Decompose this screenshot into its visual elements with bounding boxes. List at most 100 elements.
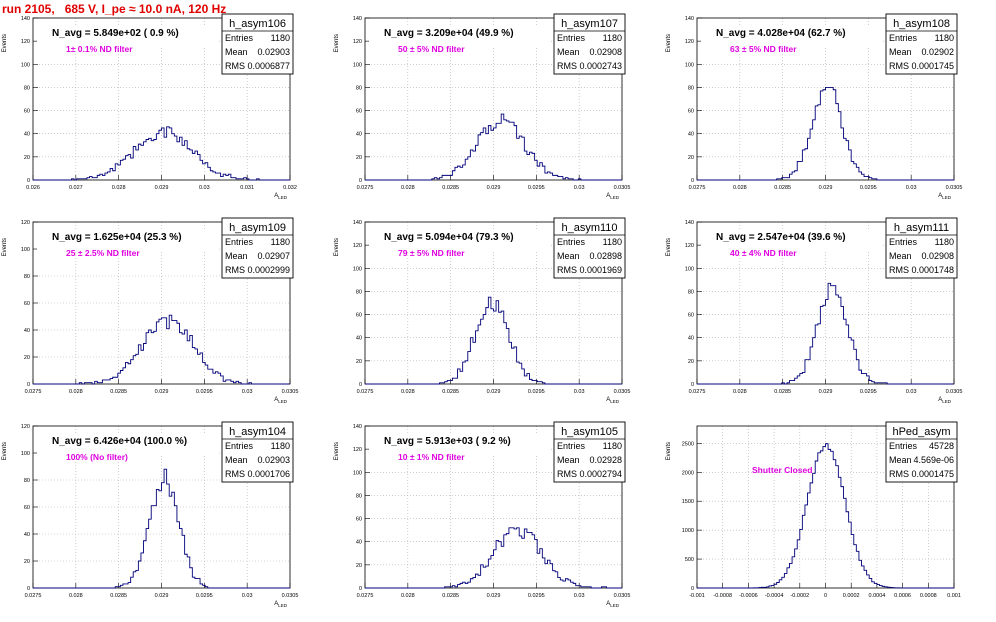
x-tick-label: 0.0275 bbox=[357, 593, 374, 599]
y-tick-label: 20 bbox=[356, 359, 362, 365]
y-tick-label: 20 bbox=[356, 563, 362, 569]
x-tick-label: 0.028 bbox=[69, 593, 83, 599]
y-tick-label: 40 bbox=[356, 132, 362, 138]
x-tick-label: -0.0006 bbox=[739, 593, 758, 599]
stats-value: 0.02928 bbox=[589, 455, 622, 465]
y-tick-label: 60 bbox=[24, 301, 30, 307]
y-tick-label: 60 bbox=[356, 517, 362, 523]
stats-title: hPed_asym bbox=[892, 426, 950, 438]
y-tick-label: 120 bbox=[353, 39, 362, 45]
y-tick-label: 60 bbox=[24, 505, 30, 511]
histogram-line bbox=[365, 527, 622, 589]
y-tick-label: 80 bbox=[356, 493, 362, 499]
x-axis-title: ALED bbox=[274, 601, 288, 608]
x-tick-label: 0.028 bbox=[733, 389, 747, 395]
y-tick-label: 40 bbox=[688, 132, 694, 138]
stats-title: h_asym108 bbox=[893, 18, 950, 30]
y-tick-label: 120 bbox=[685, 39, 694, 45]
y-tick-label: 80 bbox=[688, 289, 694, 295]
x-tick-label: 0.032 bbox=[283, 185, 297, 191]
stats-box bbox=[221, 217, 294, 279]
stats-title: h_asym105 bbox=[561, 426, 618, 438]
histogram-panel-h_asym108: 0.0275 0.028 0.0285 0.029 0.0295 0.03 0.0305 0 2… bbox=[666, 13, 962, 200]
stats-value: 0.02903 bbox=[257, 455, 290, 465]
x-axis-title: ALED bbox=[274, 397, 288, 404]
y-axis-title: Events bbox=[2, 34, 8, 52]
stats-value: 0.0006877 bbox=[247, 61, 290, 71]
y-tick-label: 140 bbox=[353, 16, 362, 22]
x-axis-title: ALED bbox=[606, 601, 620, 608]
y-tick-label: 0 bbox=[27, 178, 30, 184]
y-tick-label: 120 bbox=[21, 424, 30, 430]
stats-value: 1180 bbox=[603, 441, 622, 451]
x-tick-label: 0.029 bbox=[155, 389, 169, 395]
x-tick-label: 0.0295 bbox=[860, 389, 877, 395]
filter-annotation: 100% (No filter) bbox=[66, 452, 128, 462]
navg-label: N_avg = 5.849e+02 ( 0.9 %) bbox=[52, 28, 179, 39]
x-tick-label: 0.029 bbox=[819, 185, 833, 191]
navg-background bbox=[701, 26, 881, 48]
navg-label: N_avg = 5.094e+04 (79.3 %) bbox=[384, 232, 514, 243]
stats-label: Mean bbox=[557, 47, 580, 57]
navg-background bbox=[37, 434, 217, 456]
histogram-line bbox=[365, 296, 622, 385]
x-tick-label: 0.0295 bbox=[528, 593, 545, 599]
y-tick-label: 60 bbox=[24, 109, 30, 115]
stats-label: Mean bbox=[225, 47, 248, 57]
x-axis-title-subscript: LED bbox=[942, 399, 952, 404]
y-tick-label: 120 bbox=[353, 243, 362, 249]
x-tick-label: 0.0285 bbox=[442, 185, 459, 191]
x-axis-title: ALED bbox=[938, 193, 952, 200]
y-tick-label: 20 bbox=[24, 355, 30, 361]
x-axis-title-subscript: LED bbox=[610, 399, 620, 404]
x-tick-label: 0.0285 bbox=[442, 389, 459, 395]
stats-value: 0.0001475 bbox=[911, 469, 954, 479]
stats-value: 1180 bbox=[935, 237, 954, 247]
x-tick-label: 0.0305 bbox=[282, 389, 299, 395]
x-axis-title: ALED bbox=[606, 193, 620, 200]
stats-value: 0.0001748 bbox=[911, 265, 954, 275]
navg-background bbox=[701, 230, 881, 252]
y-tick-label: 20 bbox=[24, 559, 30, 565]
x-tick-label: 0.028 bbox=[69, 389, 83, 395]
y-tick-label: 100 bbox=[21, 451, 30, 457]
y-tick-label: 140 bbox=[353, 220, 362, 226]
histogram-panel-h_asym106: 0.026 0.027 0.028 0.029 0.03 0.031 0.032 0 20 40 6… bbox=[2, 13, 297, 200]
x-axis-title-subscript: LED bbox=[610, 603, 620, 608]
stats-label: Entries bbox=[557, 33, 586, 43]
y-tick-label: 40 bbox=[24, 328, 30, 334]
x-tick-label: 0.0006 bbox=[894, 593, 911, 599]
stats-label: RMS bbox=[225, 469, 245, 479]
y-tick-label: 120 bbox=[685, 243, 694, 249]
x-tick-label: 0.0305 bbox=[946, 389, 963, 395]
stats-box bbox=[553, 13, 626, 75]
x-axis-title-subscript: LED bbox=[610, 195, 620, 200]
stats-label: Entries bbox=[557, 237, 586, 247]
y-tick-label: 100 bbox=[685, 266, 694, 272]
navg-background bbox=[369, 434, 549, 456]
stats-label: Entries bbox=[889, 33, 918, 43]
filter-annotation: 40 ± 4% ND filter bbox=[730, 248, 797, 258]
y-tick-label: 0 bbox=[359, 586, 362, 592]
x-tick-label: 0.0285 bbox=[774, 185, 791, 191]
stats-label: Mean bbox=[889, 47, 912, 57]
y-tick-label: 140 bbox=[685, 16, 694, 22]
x-tick-label: 0.0305 bbox=[614, 185, 631, 191]
y-tick-label: 80 bbox=[688, 85, 694, 91]
x-tick-label: 0.03 bbox=[242, 389, 253, 395]
x-tick-label: 0.001 bbox=[947, 593, 961, 599]
y-tick-label: 40 bbox=[24, 132, 30, 138]
y-tick-label: 60 bbox=[688, 313, 694, 319]
histogram-panel-h_asym107: 0.0275 0.028 0.0285 0.029 0.0295 0.03 0.0305 0 2… bbox=[334, 13, 631, 200]
y-tick-label: 60 bbox=[356, 313, 362, 319]
y-tick-label: 80 bbox=[356, 289, 362, 295]
stats-label: Mean bbox=[557, 251, 580, 261]
x-tick-label: 0.027 bbox=[69, 185, 83, 191]
histogram-line bbox=[697, 443, 954, 589]
x-tick-label: 0.0008 bbox=[920, 593, 937, 599]
stats-label: Mean bbox=[225, 455, 248, 465]
histogram-panel-h_asym105: 0.0275 0.028 0.0285 0.029 0.0295 0.03 0.0305 0 2… bbox=[334, 421, 630, 608]
filter-annotation: 63 ± 5% ND filter bbox=[730, 44, 797, 54]
navg-label: N_avg = 6.426e+04 (100.0 %) bbox=[52, 436, 187, 447]
stats-value: 0.0002743 bbox=[579, 61, 622, 71]
